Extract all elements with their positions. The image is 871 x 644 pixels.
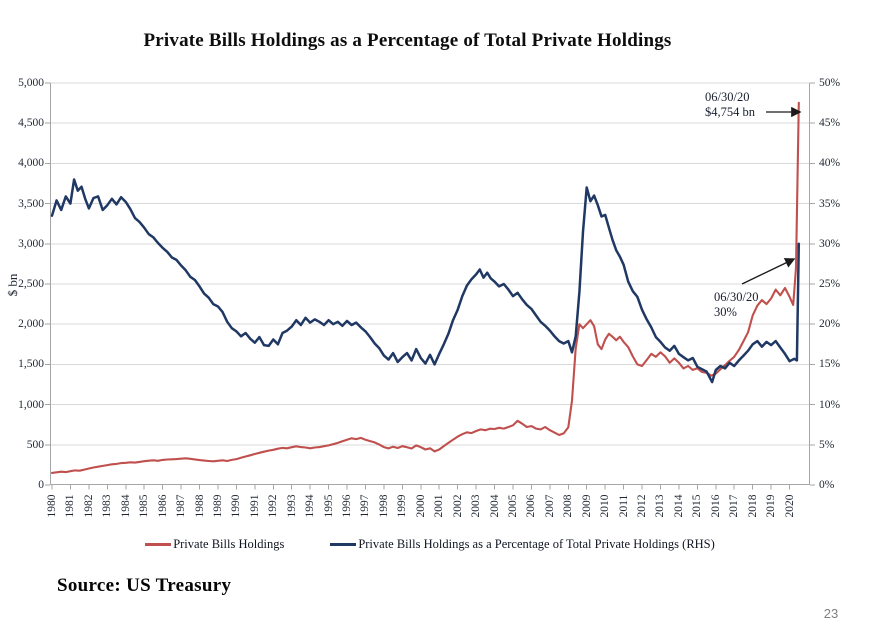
left-axis-tick-label: 2,000: [18, 318, 44, 331]
left-axis-tick-label: 3,000: [18, 237, 44, 250]
legend-item: Private Bills Holdings: [145, 537, 284, 552]
x-axis-tick-label: 2013: [654, 494, 667, 518]
x-axis-tick-label: 2002: [451, 494, 464, 518]
x-axis-tick-label: 1986: [156, 494, 169, 518]
x-axis-tick-label: 2005: [506, 494, 519, 518]
x-axis-tick-label: 1994: [304, 494, 317, 518]
legend-line-marker: [330, 543, 357, 546]
page-number: 23: [823, 606, 839, 621]
x-axis-tick-label: 2015: [691, 494, 704, 518]
x-axis-tick-label: 2003: [470, 494, 483, 518]
left-axis-tick-label: 4,500: [18, 117, 44, 130]
legend-line-marker: [145, 543, 172, 546]
x-axis-tick-label: 2018: [746, 494, 759, 518]
x-axis-tick-label: 1999: [396, 494, 409, 518]
x-axis-tick-label: 1998: [377, 494, 390, 518]
x-axis-tick-label: 1985: [138, 494, 151, 518]
x-axis-tick-label: 1991: [248, 494, 261, 518]
x-axis-tick-label: 2020: [783, 494, 796, 518]
legend-item: Private Bills Holdings as a Percentage o…: [330, 537, 715, 552]
right-axis-tick-label: 45%: [819, 117, 841, 130]
x-axis-tick-label: 1980: [46, 494, 58, 518]
right-axis-tick-label: 50%: [819, 77, 841, 89]
x-axis-tick-label: 2011: [617, 494, 630, 518]
x-axis-tick-label: 1990: [230, 494, 243, 518]
x-axis-tick-label: 2004: [488, 494, 501, 518]
legend: Private Bills Holdings Private Bills Hold…: [0, 537, 860, 552]
x-axis-tick-label: 2001: [433, 494, 446, 518]
x-axis-tick-label: 2014: [672, 494, 685, 518]
x-axis-tick-label: 1982: [82, 494, 95, 518]
chart-title: Private Bills Holdings as a Percentage o…: [143, 30, 672, 51]
x-axis-tick-label: 2007: [543, 494, 556, 518]
x-axis-tick-label: 2010: [599, 494, 612, 518]
left-axis-tick-label: 1,500: [18, 358, 44, 371]
right-axis-tick-label: 25%: [819, 278, 841, 290]
x-axis-tick-label: 1996: [341, 494, 354, 518]
left-axis-tick-label: 4,000: [18, 157, 44, 170]
left-axis-tick-label: 5,000: [18, 77, 44, 89]
x-axis-tick-label: 1997: [359, 494, 372, 518]
left-axis-tick-label: 3,500: [18, 197, 44, 210]
series-line-holdings: [50, 101, 800, 474]
x-axis-tick-label: 2000: [414, 494, 427, 518]
x-axis-tick-label: 2009: [580, 494, 593, 518]
x-axis-tick-label: 2017: [728, 494, 741, 518]
annotation-date: 06/30/20: [705, 90, 750, 104]
x-axis-tick-label: 1995: [322, 494, 335, 518]
chart-canvas: [45, 82, 815, 490]
left-axis-tick-label: 0: [38, 479, 44, 491]
x-axis-tick-label: 2006: [525, 494, 538, 518]
x-axis-tick-label: 2008: [562, 494, 575, 518]
source-note: Source: US Treasury: [57, 575, 232, 596]
right-axis-tick-label: 5%: [819, 438, 835, 451]
legend-label: Private Bills Holdings as a Percentage o…: [358, 537, 715, 551]
left-axis-tick-label: 2,500: [18, 278, 44, 290]
x-axis-tick-label: 1993: [285, 494, 298, 518]
x-axis-tick-label: 2019: [765, 494, 778, 518]
left-axis-tick-label: 1,000: [18, 398, 44, 411]
x-axis-tick-label: 1983: [101, 494, 114, 518]
x-axis-tick-label: 1981: [64, 494, 77, 518]
legend-label: Private Bills Holdings: [173, 537, 285, 551]
x-axis-tick-label: 1987: [175, 494, 188, 518]
annotation-pct-end: 06/30/20 30%: [714, 290, 758, 320]
right-axis-tick-label: 0%: [819, 479, 835, 491]
x-axis-tick-label: 2016: [709, 494, 722, 518]
right-axis-tick-label: 30%: [819, 237, 841, 250]
series-line-percentage: [50, 178, 801, 384]
x-axis-tick-label: 1984: [119, 494, 132, 518]
left-axis-tick-label: 500: [26, 438, 44, 451]
annotation-date: 06/30/20: [714, 290, 759, 304]
x-axis-tick-label: 1988: [193, 494, 206, 518]
right-axis-tick-label: 15%: [819, 358, 841, 371]
x-axis-tick-label: 2012: [636, 494, 649, 518]
right-axis-tick-label: 40%: [819, 157, 841, 170]
annotation-value: $4,754 bn: [705, 105, 755, 119]
annotation-value: 30%: [714, 305, 737, 319]
annotation-arrow: [741, 258, 796, 285]
plot-area: [45, 82, 815, 490]
right-axis-tick-label: 10%: [819, 398, 841, 411]
right-axis-tick-label: 20%: [819, 318, 841, 331]
right-axis-tick-label: 35%: [819, 197, 841, 210]
x-axis-tick-label: 1989: [211, 494, 224, 518]
x-axis-tick-label: 1992: [267, 494, 280, 518]
annotation-bills-peak: 06/30/20 $4,754 bn: [705, 90, 755, 120]
